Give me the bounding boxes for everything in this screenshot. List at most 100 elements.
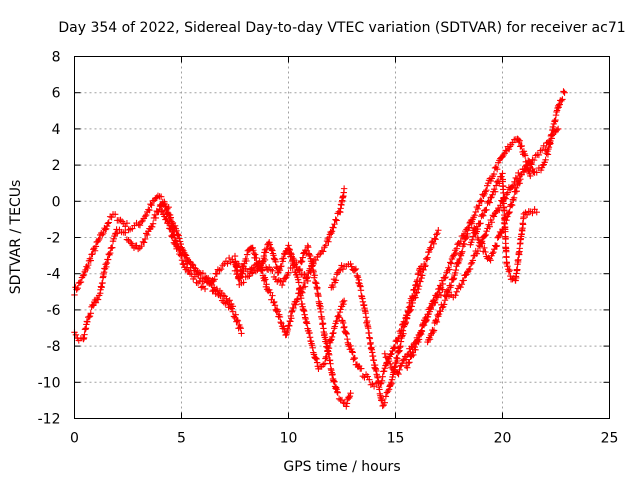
data-point xyxy=(334,389,341,396)
data-point xyxy=(491,188,499,195)
data-point xyxy=(224,260,231,267)
data-point xyxy=(445,289,453,296)
data-point xyxy=(297,294,305,302)
data-point xyxy=(229,308,237,315)
data-point xyxy=(481,232,488,240)
data-point xyxy=(333,317,341,325)
data-point xyxy=(434,290,441,298)
data-point xyxy=(535,151,543,159)
series-t11 xyxy=(424,135,534,346)
data-point xyxy=(343,330,350,338)
data-point xyxy=(253,254,260,262)
y-tick-label: -2 xyxy=(47,231,61,247)
data-point xyxy=(437,284,445,292)
data-point xyxy=(510,194,518,201)
data-point xyxy=(446,266,453,273)
data-point xyxy=(471,229,479,237)
data-point xyxy=(322,336,330,343)
data-point xyxy=(465,224,473,231)
data-point xyxy=(100,229,107,237)
data-point xyxy=(533,169,540,176)
data-point xyxy=(403,356,410,363)
data-point xyxy=(340,324,347,331)
data-point xyxy=(523,211,531,219)
data-point xyxy=(469,257,477,264)
data-point xyxy=(506,208,513,216)
data-point xyxy=(518,142,525,150)
data-point xyxy=(485,198,492,205)
data-point xyxy=(442,273,449,281)
data-point xyxy=(447,260,455,267)
data-point xyxy=(352,265,360,273)
data-point xyxy=(300,279,308,287)
data-point xyxy=(231,252,239,260)
data-point xyxy=(492,243,500,250)
data-point xyxy=(136,221,144,229)
data-point xyxy=(288,253,295,260)
data-point xyxy=(437,308,444,315)
data-point xyxy=(185,258,193,266)
data-point xyxy=(99,231,106,238)
data-point xyxy=(327,337,334,344)
data-point xyxy=(415,285,422,293)
data-point xyxy=(152,214,160,222)
data-point xyxy=(310,351,318,358)
data-point xyxy=(466,265,474,273)
data-point xyxy=(440,301,448,308)
data-point xyxy=(404,364,411,371)
data-point xyxy=(321,360,329,367)
data-point xyxy=(364,373,371,380)
data-point xyxy=(173,227,180,234)
data-point xyxy=(441,297,449,304)
data-point xyxy=(344,335,351,343)
data-point xyxy=(483,206,490,214)
data-point xyxy=(313,355,320,363)
data-point xyxy=(533,208,540,216)
y-tick-label: 6 xyxy=(52,86,61,102)
data-point xyxy=(169,231,177,239)
data-point xyxy=(167,225,174,233)
data-point xyxy=(357,287,365,294)
data-point xyxy=(377,380,384,387)
data-point xyxy=(401,320,408,327)
data-point xyxy=(430,240,437,247)
data-point xyxy=(103,263,110,271)
data-point xyxy=(381,350,388,357)
data-point xyxy=(275,277,283,284)
data-point xyxy=(229,303,237,310)
data-point xyxy=(318,247,326,255)
data-point xyxy=(388,350,395,357)
data-point xyxy=(403,311,410,319)
data-point xyxy=(277,318,284,326)
data-point xyxy=(233,318,240,325)
series-t6 xyxy=(285,185,348,296)
data-point xyxy=(167,214,174,221)
data-point xyxy=(459,248,466,255)
data-point xyxy=(226,297,233,304)
data-point xyxy=(311,272,318,279)
data-point xyxy=(512,184,520,192)
data-point xyxy=(211,276,218,283)
data-point xyxy=(394,338,401,345)
data-point xyxy=(348,348,356,355)
data-point xyxy=(415,338,422,346)
data-point xyxy=(262,249,270,256)
data-point xyxy=(379,402,386,410)
data-point xyxy=(225,254,233,262)
series-t2 xyxy=(71,200,237,344)
data-point xyxy=(339,319,347,327)
data-point xyxy=(174,243,181,250)
data-point xyxy=(312,256,319,264)
data-point xyxy=(141,213,149,220)
data-point xyxy=(452,269,459,277)
data-point xyxy=(527,172,534,180)
data-point xyxy=(335,267,343,274)
data-point xyxy=(430,327,438,334)
data-point xyxy=(487,257,494,264)
data-point xyxy=(492,182,500,189)
data-point xyxy=(331,323,339,330)
data-point xyxy=(450,275,458,282)
data-point xyxy=(312,355,320,362)
data-point xyxy=(318,315,326,323)
